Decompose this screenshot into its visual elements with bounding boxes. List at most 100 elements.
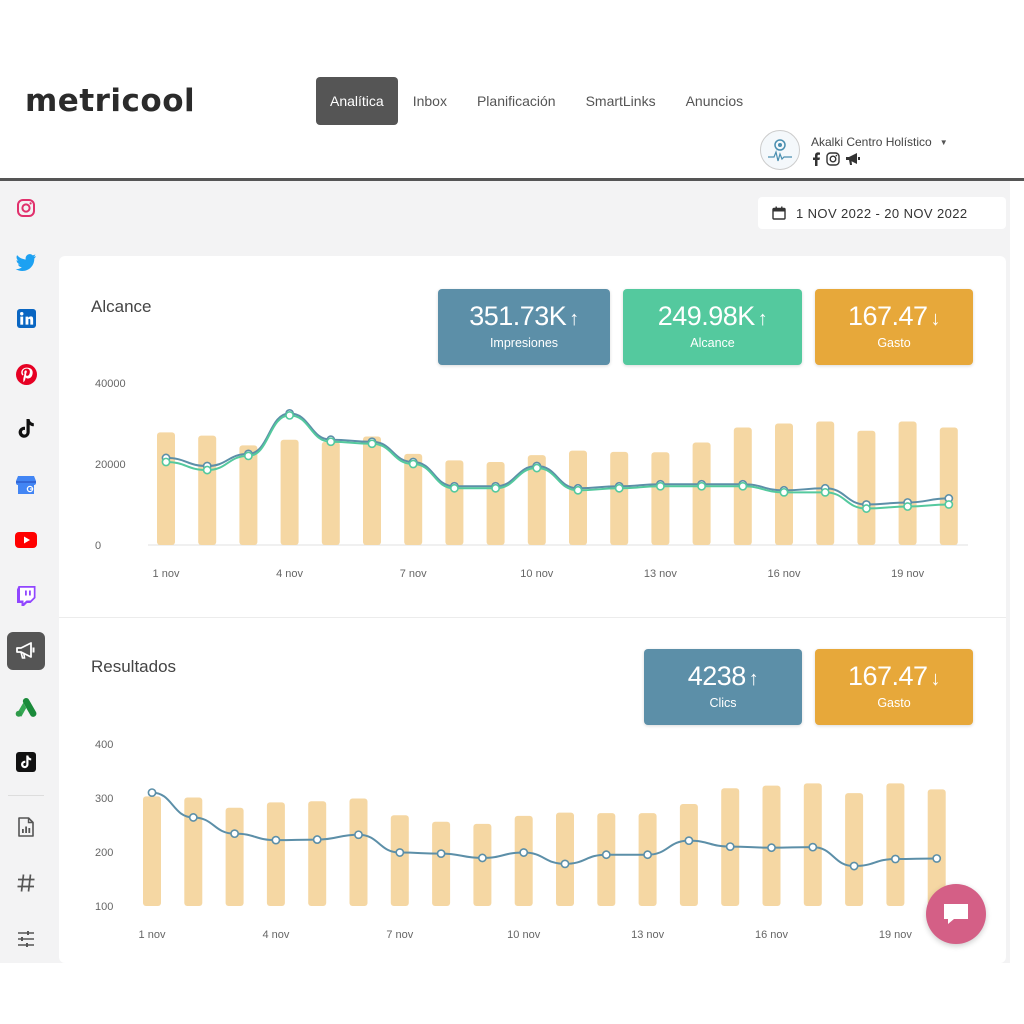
x-tick-label: 7 nov xyxy=(400,568,427,580)
x-tick-label: 13 nov xyxy=(644,568,678,580)
linkedin-icon xyxy=(16,308,36,328)
series-point xyxy=(408,459,418,469)
series-point xyxy=(779,487,789,497)
kpi-alcance-value: 249.98K xyxy=(657,301,756,331)
arrow-up-icon: ↑ xyxy=(569,308,579,330)
kpi-gasto-resultados-value: 167.47 xyxy=(847,661,928,691)
chevron-down-icon[interactable]: ▼ xyxy=(939,137,948,147)
chat-support-button[interactable] xyxy=(926,884,986,944)
series-point xyxy=(477,853,487,863)
series-point xyxy=(449,483,459,493)
series-point xyxy=(188,813,198,822)
bar xyxy=(184,797,203,906)
nav-tab-planificacion[interactable]: Planificación xyxy=(476,93,556,109)
y-tick-label: 300 xyxy=(95,793,113,805)
bar xyxy=(432,821,451,906)
settings-sliders-icon xyxy=(18,931,34,947)
brand-avatar xyxy=(760,130,800,170)
series-point xyxy=(312,835,322,844)
sidebar-item-google-ads[interactable] xyxy=(7,688,45,726)
kpi-impresiones-label: Impresiones xyxy=(489,336,559,350)
bar xyxy=(569,450,587,545)
bar xyxy=(886,783,905,906)
kpi-impresiones[interactable]: 351.73K ↑ Impresiones xyxy=(438,289,610,365)
nav-tab-analitica[interactable]: Analítica xyxy=(316,77,398,125)
alcance-title: Alcance xyxy=(91,297,152,316)
x-tick-label: 4 nov xyxy=(262,929,289,941)
sidebar-item-pinterest[interactable] xyxy=(7,355,45,393)
sidebar-item-twitter[interactable] xyxy=(7,244,45,282)
bar xyxy=(527,455,546,545)
bar xyxy=(610,451,629,545)
bar xyxy=(597,813,616,906)
series-point xyxy=(601,850,611,860)
nav-tab-inbox[interactable]: Inbox xyxy=(412,93,447,109)
account-selector[interactable]: Akalki Centro Holístico ▼ xyxy=(760,130,948,170)
kpi-alcance[interactable]: 249.98K ↑ Alcance xyxy=(623,289,802,365)
nav-tab-anuncios[interactable]: Anuncios xyxy=(685,93,744,109)
sidebar-item-instagram[interactable] xyxy=(7,189,45,227)
series-point xyxy=(614,483,624,493)
series-point xyxy=(436,849,446,859)
y-tick-label: 200 xyxy=(95,847,113,859)
network-sidebar xyxy=(0,181,52,963)
series-point xyxy=(697,481,706,491)
sidebar-item-linkedin[interactable] xyxy=(7,299,45,337)
series-point xyxy=(161,457,171,467)
kpi-clics-value: 4238 xyxy=(687,661,747,691)
kpi-alcance-label: Alcance xyxy=(690,336,735,350)
sidebar-item-youtube[interactable] xyxy=(7,521,45,559)
series-point xyxy=(738,481,748,491)
series-point xyxy=(202,465,212,475)
sidebar-item-ads[interactable] xyxy=(7,632,45,670)
y-tick-label: 400 xyxy=(95,739,113,751)
metricool-logo[interactable]: metricool xyxy=(25,83,196,119)
bar xyxy=(927,789,946,906)
y-tick-label: 0 xyxy=(95,540,101,552)
series-point xyxy=(243,451,253,461)
series-point xyxy=(395,848,405,857)
sidebar-item-settings[interactable] xyxy=(7,920,45,958)
series-point xyxy=(767,843,776,853)
series-point xyxy=(519,848,529,857)
kpi-gasto[interactable]: 167.47 ↓ Gasto xyxy=(815,289,973,365)
sidebar-item-hashtags[interactable] xyxy=(7,864,45,902)
bar xyxy=(157,432,175,545)
arrow-up-icon: ↑ xyxy=(757,308,768,330)
brand-logo-icon xyxy=(768,139,792,162)
kpi-impresiones-value: 351.73K xyxy=(469,301,567,331)
series-point xyxy=(491,483,500,493)
pinterest-icon xyxy=(15,363,37,385)
twitch-icon xyxy=(16,586,35,606)
bar xyxy=(638,813,657,906)
series-point xyxy=(573,485,583,495)
instagram-icon xyxy=(826,152,840,166)
arrow-down-icon: ↓ xyxy=(930,308,941,330)
date-range-picker[interactable]: 1 NOV 2022 - 20 NOV 2022 xyxy=(758,197,1006,229)
sidebar-item-reports[interactable] xyxy=(7,808,45,846)
bar xyxy=(556,812,574,906)
nav-tab-smartlinks[interactable]: SmartLinks xyxy=(585,93,656,109)
bar xyxy=(445,460,464,545)
series-point xyxy=(891,854,900,864)
kpi-gasto-resultados[interactable]: 167.47 ↓ Gasto xyxy=(815,649,973,725)
kpi-gasto-resultados-label: Gasto xyxy=(877,696,911,710)
bar xyxy=(308,801,327,906)
bar xyxy=(898,421,917,545)
series-point xyxy=(932,854,942,863)
bar xyxy=(239,445,258,545)
account-networks xyxy=(811,152,948,166)
sidebar-item-google-business[interactable] xyxy=(7,466,45,504)
kpi-clics[interactable]: 4238 ↑ Clics xyxy=(644,649,802,725)
series-point xyxy=(808,842,818,852)
sidebar-item-tiktok[interactable] xyxy=(7,410,45,448)
section-divider xyxy=(59,617,1006,618)
sidebar-item-tiktok-ads[interactable] xyxy=(7,743,45,781)
tiktok-icon xyxy=(18,419,34,438)
bar xyxy=(198,435,217,545)
y-tick-label: 40000 xyxy=(95,378,126,390)
x-tick-label: 13 nov xyxy=(631,929,665,941)
bar xyxy=(390,815,409,906)
bar xyxy=(939,427,958,545)
sidebar-item-twitch[interactable] xyxy=(7,577,45,615)
